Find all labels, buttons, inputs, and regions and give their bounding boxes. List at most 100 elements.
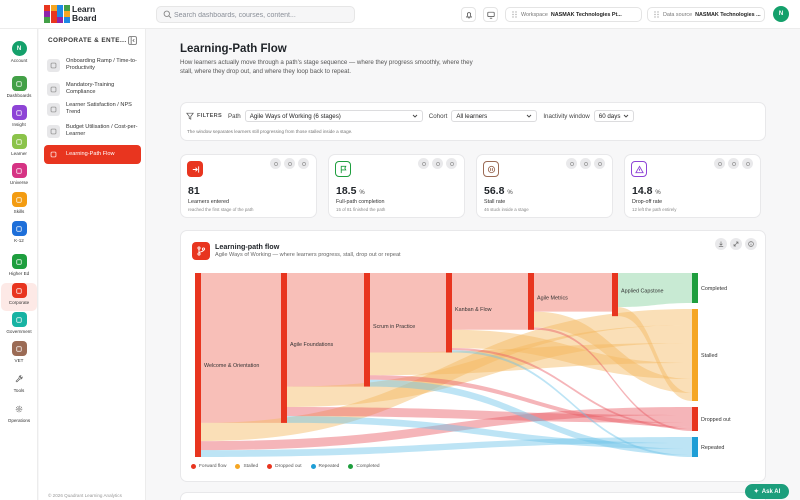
- sankey-link-stalled[interactable]: [201, 309, 692, 442]
- global-search[interactable]: [156, 6, 355, 23]
- kpi-expand-button[interactable]: [284, 158, 295, 169]
- legend-item: Dropped out: [267, 464, 302, 469]
- rail-item-account[interactable]: N Account: [1, 41, 37, 69]
- sankey-link-forward[interactable]: [287, 273, 364, 387]
- logo-tile: [63, 17, 70, 23]
- kpi-download-button[interactable]: [418, 158, 429, 169]
- rail-item-k-12[interactable]: K-12: [1, 221, 37, 249]
- sankey-node[interactable]: [528, 273, 534, 330]
- sankey-node[interactable]: [692, 407, 698, 431]
- sidebar-item-learning-path-flow[interactable]: Learning-Path Flow: [44, 145, 141, 164]
- kpi-info-button[interactable]: [594, 158, 605, 169]
- kpi-subtext: 12 left the path entirely: [632, 207, 677, 212]
- rail-item-label: Corporate: [8, 300, 30, 305]
- rail-item-operations[interactable]: Operations: [1, 401, 37, 429]
- section-sidebar: CORPORATE & ENTE... Onboarding Ramp / Ti…: [39, 29, 146, 500]
- kpi-expand-button[interactable]: [580, 158, 591, 169]
- sankey-link-stalled[interactable]: [534, 311, 692, 393]
- sankey-link-stalled[interactable]: [452, 329, 692, 379]
- sankey-link-forward[interactable]: [201, 273, 281, 423]
- logo-tile: [57, 17, 64, 23]
- sankey-link-forward[interactable]: [452, 273, 528, 330]
- sidebar-item-mandatory-training-compliance[interactable]: Mandatory-Training Compliance: [44, 82, 141, 96]
- kpi-card: 81 Learners entered reached the first stag…: [180, 154, 317, 218]
- legend-item: Stalled: [235, 464, 258, 469]
- sankey-link-completed[interactable]: [618, 273, 692, 308]
- flow-expand-button[interactable]: [730, 238, 742, 250]
- sankey-node[interactable]: [446, 273, 452, 353]
- kpi-expand-button[interactable]: [728, 158, 739, 169]
- rail-item-label: Dashboards: [6, 93, 32, 98]
- flow-info-button[interactable]: [745, 238, 757, 250]
- kpi-download-button[interactable]: [270, 158, 281, 169]
- rail-item-government[interactable]: Government: [1, 312, 37, 340]
- sankey-node-label: Scrum in Practice: [373, 324, 415, 330]
- path-label: Path: [228, 112, 241, 120]
- kpi-expand-button[interactable]: [432, 158, 443, 169]
- expand-icon: [733, 241, 739, 247]
- sankey-node[interactable]: [692, 273, 698, 303]
- kpi-info-button[interactable]: [298, 158, 309, 169]
- collapse-sidebar-icon[interactable]: [128, 36, 137, 45]
- notifications-button[interactable]: [461, 7, 476, 22]
- sankey-link-stalled[interactable]: [370, 343, 692, 376]
- sankey-link-repeated[interactable]: [201, 437, 692, 457]
- sankey-link-dropped[interactable]: [370, 375, 692, 427]
- sankey-links: [201, 273, 692, 457]
- flow-card-title: Learning-path flow: [215, 242, 280, 251]
- sankey-node[interactable]: [281, 273, 287, 423]
- display-button[interactable]: [483, 7, 498, 22]
- sankey-node[interactable]: [364, 273, 370, 387]
- sankey-node[interactable]: [692, 309, 698, 401]
- sankey-link-forward[interactable]: [370, 273, 446, 353]
- sankey-node[interactable]: [612, 273, 618, 317]
- sankey-node[interactable]: [692, 437, 698, 457]
- sidebar-item-learner-satisfaction-nps-trend[interactable]: Learner Satisfaction / NPS Trend: [44, 102, 141, 116]
- workspace-selector[interactable]: Workspace NASMAK Technologies Pt...: [505, 7, 642, 22]
- sankey-link-dropped[interactable]: [287, 407, 692, 423]
- sankey-link-stalled[interactable]: [618, 307, 692, 401]
- dots-grip-icon: [512, 11, 517, 18]
- sankey-link-repeated[interactable]: [370, 379, 692, 455]
- rail-item-higher-ed[interactable]: Higher Ed: [1, 254, 37, 282]
- kpi-card: 18.5 % Full-path completion 15 of 81 finis…: [328, 154, 465, 218]
- sidebar-item-label: Learning-Path Flow: [66, 150, 115, 157]
- rail-item-skills[interactable]: Skills: [1, 192, 37, 220]
- search-input[interactable]: [174, 9, 352, 21]
- expand-icon: [583, 161, 588, 166]
- cohort-select[interactable]: All learners: [451, 110, 538, 122]
- legend-label: Completed: [356, 464, 380, 469]
- rail-item-label: Insight: [12, 122, 26, 127]
- sankey-link-repeated[interactable]: [287, 416, 692, 449]
- kpi-download-button[interactable]: [566, 158, 577, 169]
- user-avatar[interactable]: N: [773, 6, 789, 22]
- kpi-info-button[interactable]: [446, 158, 457, 169]
- path-select[interactable]: Agile Ways of Working (6 stages): [244, 110, 423, 122]
- rail-item-insight[interactable]: Insight: [1, 105, 37, 133]
- page-title: Learning-Path Flow: [180, 43, 287, 55]
- kpi-download-button[interactable]: [714, 158, 725, 169]
- rail-item-learner[interactable]: Learner: [1, 134, 37, 162]
- sankey-link-dropped[interactable]: [452, 347, 692, 429]
- sankey-link-stalled[interactable]: [287, 325, 692, 408]
- window-select[interactable]: 60 days: [593, 110, 634, 122]
- datasource-selector[interactable]: Data source NASMAK Technologies ...: [647, 7, 765, 22]
- learnboard-logo[interactable]: Learn Board: [44, 5, 104, 24]
- sankey-link-repeated[interactable]: [452, 350, 692, 457]
- sankey-node-label: Agile Metrics: [537, 295, 568, 301]
- rail-item-vet[interactable]: VET: [1, 341, 37, 369]
- sidebar-item-budget-utilisation-cost-per-learner[interactable]: Budget Utilisation / Cost-per-Learner: [44, 124, 141, 138]
- rail-item-tools[interactable]: Tools: [1, 371, 37, 399]
- datasource-label: Data source: [663, 11, 693, 18]
- rail-item-corporate[interactable]: Corporate: [1, 283, 37, 311]
- sidebar-item-onboarding-ramp-time-to-productivity[interactable]: Onboarding Ramp / Time-to-Productivity: [44, 58, 141, 72]
- flow-download-button[interactable]: [715, 238, 727, 250]
- rail-item-universe[interactable]: Universe: [1, 163, 37, 191]
- sankey-node[interactable]: [195, 273, 201, 457]
- sankey-link-forward[interactable]: [534, 273, 612, 312]
- sankey-link-dropped[interactable]: [534, 327, 692, 431]
- kpi-info-button[interactable]: [742, 158, 753, 169]
- rail-item-dashboards[interactable]: Dashboards: [1, 76, 37, 104]
- sankey-link-dropped[interactable]: [201, 407, 692, 451]
- ask-ai-button[interactable]: ✦ Ask AI: [745, 484, 789, 499]
